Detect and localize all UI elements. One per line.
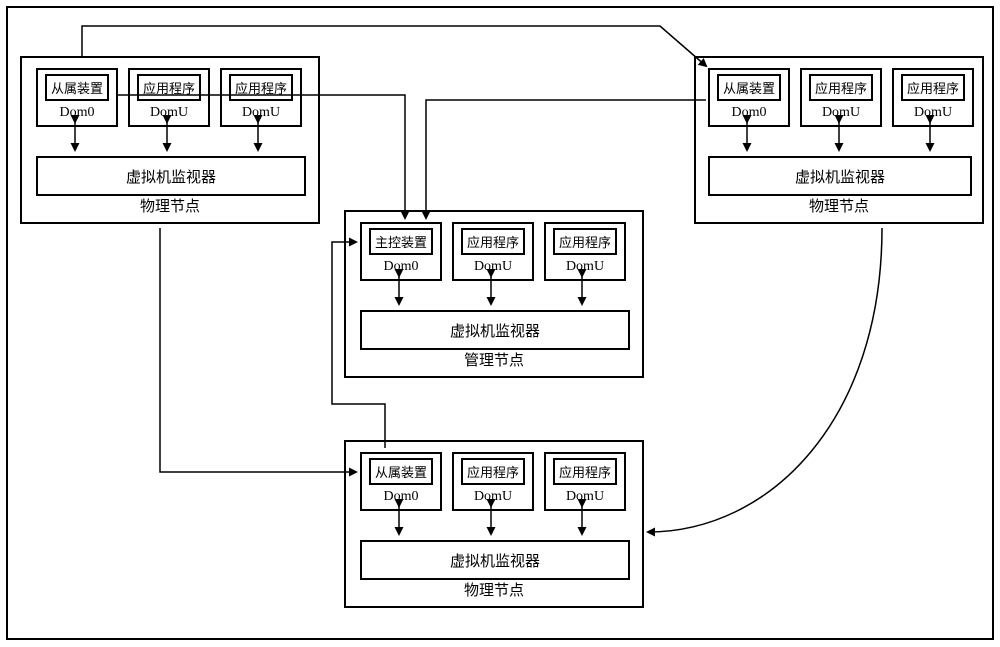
dom-label: DomU bbox=[566, 489, 604, 505]
node-top-right: 从属装置 Dom0 应用程序 DomU 应用程序 DomU 虚拟机监视器 物理节… bbox=[694, 56, 984, 224]
dom-label: DomU bbox=[242, 105, 280, 121]
domain-box: 应用程序 DomU bbox=[128, 68, 210, 127]
dom-label: Dom0 bbox=[60, 105, 95, 121]
app-label: 应用程序 bbox=[137, 74, 201, 101]
domain-box: 主控装置 Dom0 bbox=[360, 222, 442, 281]
dom-label: Dom0 bbox=[384, 259, 419, 275]
app-label: 应用程序 bbox=[461, 228, 525, 255]
domain-box: 应用程序 DomU bbox=[544, 452, 626, 511]
app-label: 应用程序 bbox=[553, 228, 617, 255]
domain-box: 应用程序 DomU bbox=[800, 68, 882, 127]
node-bottom: 从属装置 Dom0 应用程序 DomU 应用程序 DomU 虚拟机监视器 物理节… bbox=[344, 440, 644, 608]
dom-label: DomU bbox=[822, 105, 860, 121]
node-label: 物理节点 bbox=[22, 195, 318, 216]
domain-box: 应用程序 DomU bbox=[452, 452, 534, 511]
domain-box: 应用程序 DomU bbox=[220, 68, 302, 127]
device-label: 从属装置 bbox=[717, 74, 781, 101]
node-label: 物理节点 bbox=[696, 195, 982, 216]
domain-box: 从属装置 Dom0 bbox=[708, 68, 790, 127]
device-label: 从属装置 bbox=[369, 458, 433, 485]
app-label: 应用程序 bbox=[553, 458, 617, 485]
dom-label: Dom0 bbox=[384, 489, 419, 505]
app-label: 应用程序 bbox=[809, 74, 873, 101]
dom-label: DomU bbox=[914, 105, 952, 121]
dom-label: DomU bbox=[566, 259, 604, 275]
node-top-left: 从属装置 Dom0 应用程序 DomU 应用程序 DomU 虚拟机监视器 物理节… bbox=[20, 56, 320, 224]
dom-label: DomU bbox=[150, 105, 188, 121]
domain-box: 应用程序 DomU bbox=[892, 68, 974, 127]
domain-box: 从属装置 Dom0 bbox=[36, 68, 118, 127]
vmm-box: 虚拟机监视器 bbox=[36, 156, 306, 196]
master-label: 主控装置 bbox=[369, 228, 433, 255]
dom-label: Dom0 bbox=[732, 105, 767, 121]
vmm-box: 虚拟机监视器 bbox=[708, 156, 972, 196]
domain-box: 应用程序 DomU bbox=[452, 222, 534, 281]
node-label: 管理节点 bbox=[346, 349, 642, 370]
device-label: 从属装置 bbox=[45, 74, 109, 101]
domain-box: 应用程序 DomU bbox=[544, 222, 626, 281]
dom-label: DomU bbox=[474, 259, 512, 275]
vmm-box: 虚拟机监视器 bbox=[360, 310, 630, 350]
app-label: 应用程序 bbox=[229, 74, 293, 101]
app-label: 应用程序 bbox=[901, 74, 965, 101]
vmm-box: 虚拟机监视器 bbox=[360, 540, 630, 580]
node-center: 主控装置 Dom0 应用程序 DomU 应用程序 DomU 虚拟机监视器 管理节… bbox=[344, 210, 644, 378]
app-label: 应用程序 bbox=[461, 458, 525, 485]
dom-label: DomU bbox=[474, 489, 512, 505]
domain-box: 从属装置 Dom0 bbox=[360, 452, 442, 511]
node-label: 物理节点 bbox=[346, 579, 642, 600]
